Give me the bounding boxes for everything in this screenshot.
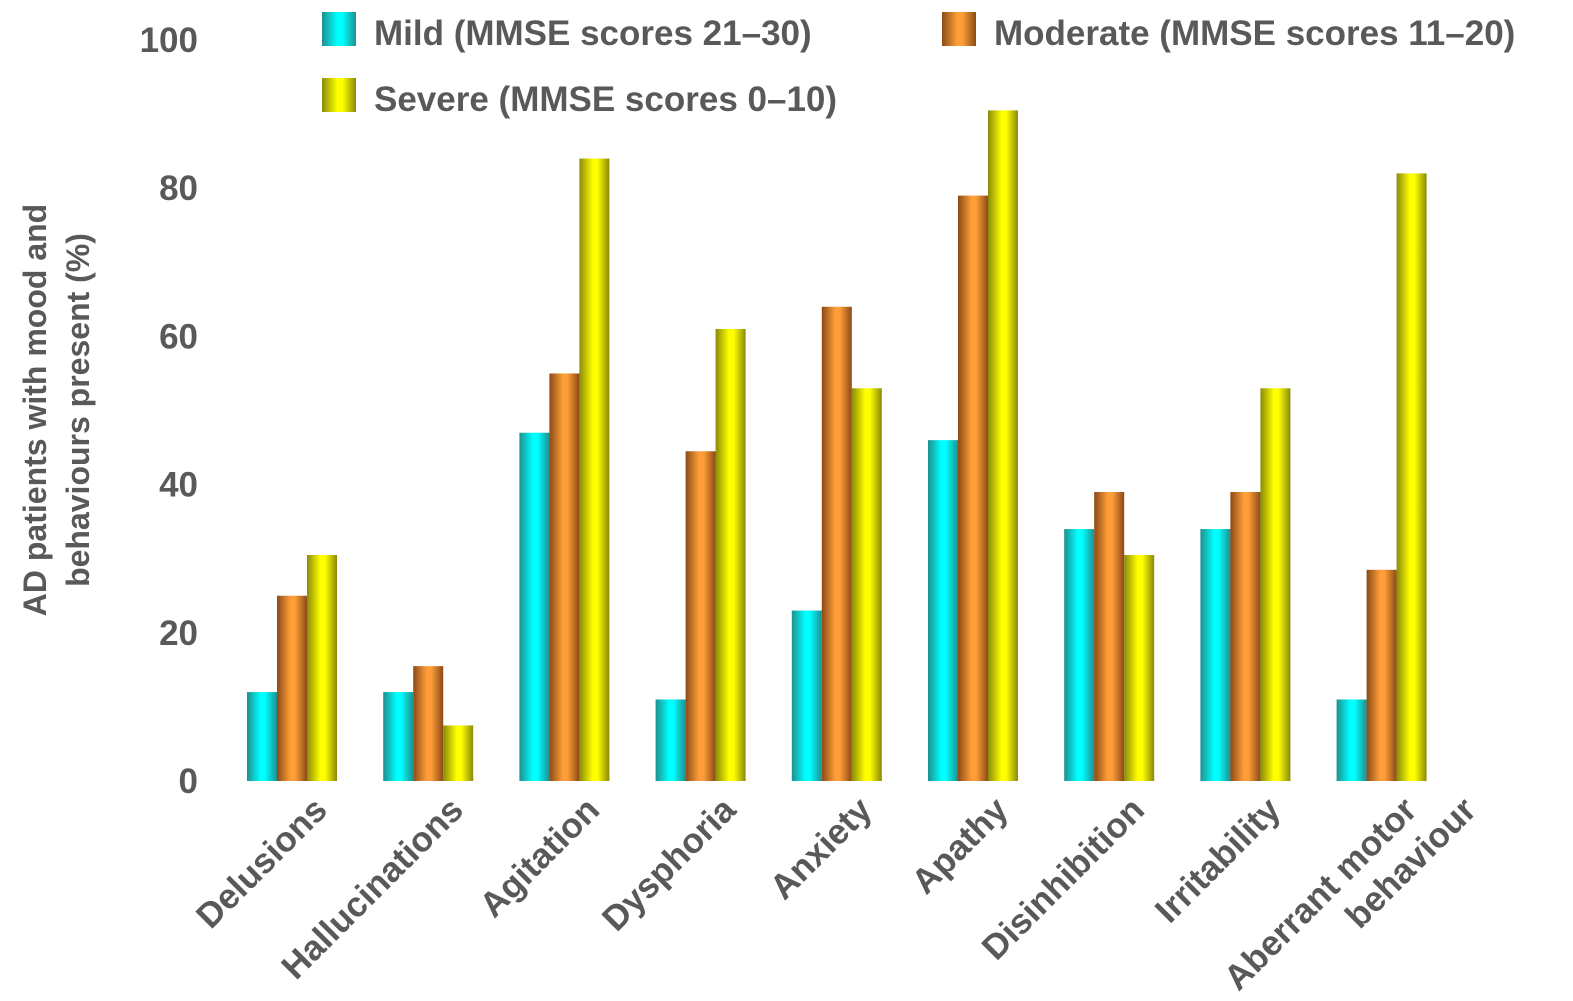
bar-mild-2	[519, 432, 550, 781]
bar-moderate-6	[1094, 492, 1125, 781]
bar-severe-3	[715, 328, 746, 781]
y-tick-label: 60	[159, 317, 198, 356]
bar-mild-3	[655, 699, 686, 781]
x-tick-label: Delusions	[189, 790, 335, 936]
x-tick-label-line: Dysphoria	[595, 790, 744, 939]
bar-mild-1	[383, 692, 414, 781]
y-axis-title-text: AD patients with mood and behaviours pres…	[17, 204, 96, 616]
bar-mild-6	[1064, 529, 1095, 781]
bar-moderate-1	[413, 666, 444, 781]
legend-swatch-severe	[322, 78, 356, 112]
bar-moderate-2	[549, 373, 580, 781]
x-tick-label: Dysphoria	[595, 790, 744, 939]
bar-severe-0	[307, 554, 337, 781]
bar-moderate-8	[1366, 569, 1397, 781]
y-tick-label: 0	[179, 762, 198, 801]
bar-severe-8	[1396, 173, 1427, 781]
bar-mild-5	[928, 440, 958, 781]
y-tick-label: 20	[159, 614, 198, 653]
x-tick-label: Irritability	[1148, 790, 1289, 931]
legend-swatch-mild	[322, 12, 356, 46]
x-tick-label-line: Delusions	[189, 790, 335, 936]
bar-moderate-3	[685, 451, 716, 781]
bar-severe-6	[1124, 554, 1155, 781]
bar-moderate-5	[958, 195, 988, 782]
y-axis-title-line: behaviours present (%)	[60, 233, 96, 587]
y-axis-title-line: AD patients with mood and	[17, 204, 53, 616]
bar-severe-1	[443, 725, 474, 781]
x-tick-label-line: Irritability	[1148, 790, 1289, 931]
x-tick-label: Apathy	[904, 790, 1016, 902]
y-tick-label: 100	[140, 21, 198, 60]
bar-moderate-7	[1230, 492, 1261, 781]
y-tick-label: 80	[159, 169, 198, 208]
legend: Mild (MMSE scores 21–30) Moderate (MMSE s…	[322, 12, 1515, 119]
bar-severe-4	[851, 388, 882, 781]
bar-moderate-0	[277, 595, 307, 781]
bar-mild-7	[1200, 529, 1231, 781]
legend-label-mild: Mild (MMSE scores 21–30)	[374, 14, 812, 53]
bar-severe-5	[988, 110, 1018, 781]
y-axis-title: AD patients with mood and behaviours pres…	[17, 204, 96, 616]
x-tick-label: Agitation	[472, 790, 607, 925]
y-axis-ticks: 0 20 40 60 80 100	[140, 21, 198, 801]
bar-mild-8	[1336, 699, 1367, 781]
bar-mild-4	[791, 610, 822, 781]
legend-swatch-moderate	[942, 12, 976, 46]
bar-severe-7	[1260, 388, 1291, 781]
x-tick-label: Anxiety	[762, 790, 879, 907]
x-tick-label-line: Apathy	[904, 790, 1016, 902]
legend-label-severe: Severe (MMSE scores 0–10)	[374, 80, 837, 119]
legend-label-moderate: Moderate (MMSE scores 11–20)	[994, 14, 1515, 53]
bar-severe-2	[579, 158, 610, 781]
y-tick-label: 40	[159, 466, 198, 505]
x-tick-label-line: Anxiety	[762, 790, 879, 907]
x-tick-label-line: Agitation	[472, 790, 607, 925]
bar-moderate-4	[821, 306, 852, 781]
bars	[247, 110, 1427, 782]
bar-mild-0	[247, 692, 277, 781]
